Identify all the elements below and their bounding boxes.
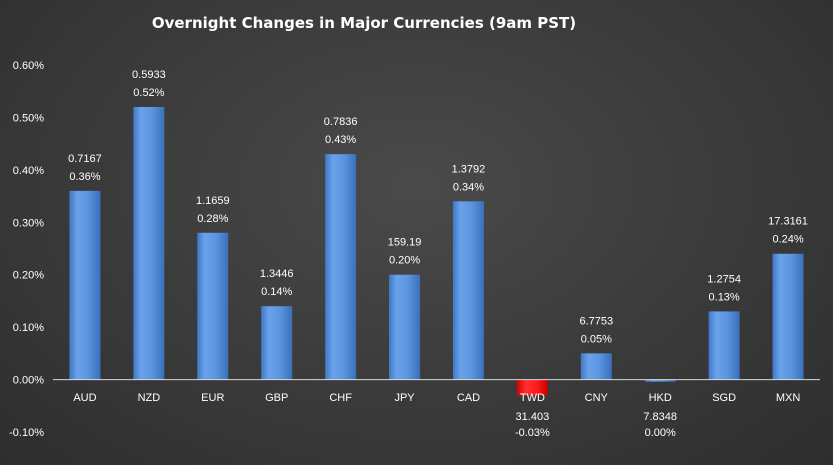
bar-mxn <box>772 253 804 380</box>
x-category-label: AUD <box>73 392 96 404</box>
bar-nzd <box>133 106 165 380</box>
bar-eur <box>197 232 229 380</box>
x-category-label: CNY <box>585 392 609 404</box>
x-category-label: TWD <box>520 392 545 404</box>
y-tick-label: 0.50% <box>13 112 44 124</box>
x-category-label: CAD <box>457 392 480 404</box>
percent-label: 0.28% <box>197 213 228 225</box>
percent-label: 0.14% <box>261 286 292 298</box>
x-category-label: NZD <box>138 392 161 404</box>
bar-cad <box>452 201 484 380</box>
rate-label: 1.3792 <box>452 163 486 175</box>
bar-gbp <box>261 306 293 380</box>
y-tick-label: 0.10% <box>13 322 44 334</box>
percent-label: 0.36% <box>69 171 100 183</box>
percent-label: 0.20% <box>389 255 420 267</box>
bar-jpy <box>389 274 421 380</box>
rate-label: 7.8348 <box>643 411 677 423</box>
percent-label: 0.24% <box>772 234 803 246</box>
x-category-label: GBP <box>265 392 288 404</box>
x-category-label: JPY <box>394 392 415 404</box>
y-tick-label: 0.60% <box>13 60 44 72</box>
rate-label: 17.3161 <box>768 216 808 228</box>
rate-label: 1.1659 <box>196 195 230 207</box>
percent-label: 0.34% <box>453 181 484 193</box>
bar-chf <box>325 154 357 380</box>
percent-label: 0.43% <box>325 134 356 146</box>
y-tick-label: 0.00% <box>13 375 44 387</box>
x-category-label: MXN <box>776 392 801 404</box>
rate-label: 159.19 <box>388 237 422 249</box>
bar-hkd <box>644 379 676 382</box>
percent-label: 0.05% <box>581 333 612 345</box>
y-tick-label: 0.20% <box>13 270 44 282</box>
rate-label: 0.7836 <box>324 116 358 128</box>
y-tick-label: -0.10% <box>9 427 44 439</box>
x-category-label: CHF <box>329 392 352 404</box>
y-tick-label: 0.30% <box>13 217 44 229</box>
rate-label: 31.403 <box>516 411 550 423</box>
rate-label: 0.5933 <box>132 69 166 81</box>
x-category-label: HKD <box>649 392 672 404</box>
percent-label: -0.03% <box>515 427 550 439</box>
percent-label: 0.52% <box>133 87 164 99</box>
bar-aud <box>69 190 101 380</box>
percent-label: 0.00% <box>645 427 676 439</box>
bar-cny <box>580 353 612 380</box>
x-category-label: SGD <box>712 392 736 404</box>
y-tick-label: 0.40% <box>13 165 44 177</box>
bar-twd <box>516 379 548 396</box>
rate-label: 1.2754 <box>707 273 741 285</box>
rate-label: 6.7753 <box>579 315 613 327</box>
rate-label: 1.3446 <box>260 268 294 280</box>
percent-label: 0.13% <box>709 291 740 303</box>
chart-title: Overnight Changes in Major Currencies (9… <box>151 14 577 32</box>
x-category-label: EUR <box>201 392 224 404</box>
rate-label: 0.7167 <box>68 153 102 165</box>
bar-sgd <box>708 311 740 380</box>
